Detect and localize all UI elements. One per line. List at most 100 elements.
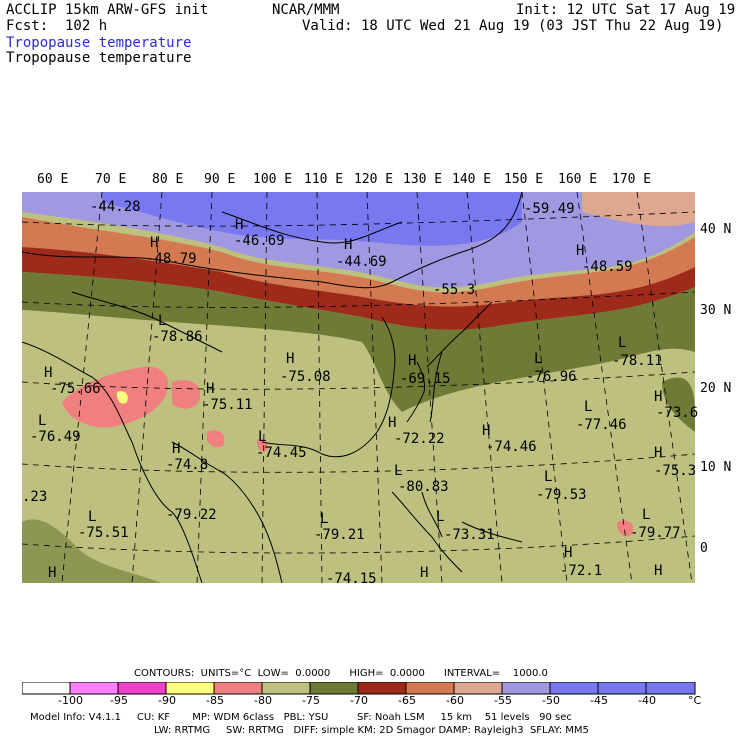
legend-label: -65 bbox=[398, 694, 416, 707]
map-label: L bbox=[436, 509, 445, 525]
lon-label: 80 E bbox=[152, 172, 184, 187]
legend-swatch bbox=[165, 682, 215, 695]
band-70-southwest bbox=[22, 519, 162, 583]
cold-patch-85 bbox=[116, 391, 128, 404]
map-label: L bbox=[544, 469, 553, 485]
map-label: L bbox=[394, 463, 403, 479]
map-label: -74.8 bbox=[166, 457, 209, 473]
legend-label: -75 bbox=[302, 694, 320, 707]
legend-label: -90 bbox=[158, 694, 176, 707]
map-label: H bbox=[344, 237, 353, 253]
map-label: H bbox=[654, 563, 663, 579]
map-label: H bbox=[482, 423, 491, 439]
model-title: ACCLIP 15km ARW-GFS init bbox=[6, 2, 209, 18]
lat-label: 20 N bbox=[700, 381, 732, 396]
map-label: -80.83 bbox=[398, 479, 449, 495]
legend-label: -50 bbox=[542, 694, 560, 707]
map-label: H bbox=[654, 445, 663, 461]
map-label: -48.79 bbox=[146, 251, 197, 267]
legend-label: -60 bbox=[446, 694, 464, 707]
map-label: H bbox=[564, 545, 573, 561]
map-label: H bbox=[150, 235, 159, 251]
legend-swatch bbox=[645, 682, 696, 695]
legend-label: -45 bbox=[590, 694, 608, 707]
valid-time: Valid: 18 UTC Wed 21 Aug 19 (03 JST Thu … bbox=[302, 18, 724, 34]
map-label: H bbox=[172, 441, 181, 457]
map-label: -75.51 bbox=[78, 525, 129, 541]
map-label: -75.66 bbox=[50, 381, 101, 397]
map-label: -79.22 bbox=[166, 507, 217, 523]
map-label: -55.3 bbox=[433, 282, 476, 298]
legend-label: -100 bbox=[58, 694, 83, 707]
map-label: H bbox=[576, 243, 585, 259]
legend-swatch bbox=[22, 682, 71, 695]
lat-label: 0 bbox=[700, 541, 708, 556]
map-label: H bbox=[388, 415, 397, 431]
legend-label: -40 bbox=[638, 694, 656, 707]
map-label: -73.6 bbox=[656, 405, 699, 421]
map-label: H bbox=[206, 381, 215, 397]
map-label: -73.31 bbox=[444, 527, 495, 543]
legend-swatch bbox=[597, 682, 647, 695]
contours-info: CONTOURS: UNITS=°C LOW= 0.0000 HIGH= 0.0… bbox=[134, 668, 548, 679]
legend-swatch bbox=[117, 682, 167, 695]
init-time: Init: 12 UTC Sat 17 Aug 19 bbox=[516, 2, 736, 18]
map-label: L bbox=[158, 313, 167, 329]
band-65 bbox=[22, 247, 695, 330]
map-label: .23 bbox=[22, 489, 48, 505]
lat-label: 10 N bbox=[700, 460, 732, 475]
lon-label: 140 E bbox=[452, 172, 492, 187]
map-label: L bbox=[258, 429, 267, 445]
legend-label: -80 bbox=[254, 694, 272, 707]
map-label: H bbox=[44, 365, 53, 381]
field-title-primary: Tropopause temperature bbox=[6, 35, 192, 51]
lon-label: 150 E bbox=[504, 172, 544, 187]
map-label: -74.45 bbox=[256, 445, 307, 461]
lat-label: 40 N bbox=[700, 222, 732, 237]
forecast-hour: Fcst: 102 h bbox=[6, 18, 108, 34]
map-label: -79.53 bbox=[536, 487, 587, 503]
legend-label: °C bbox=[688, 694, 702, 707]
legend-swatch bbox=[309, 682, 359, 695]
legend-label: -70 bbox=[350, 694, 368, 707]
map-label: -75.11 bbox=[202, 397, 253, 413]
map-label: -77.46 bbox=[576, 417, 627, 433]
lon-label: 110 E bbox=[304, 172, 344, 187]
map-label: -78.11 bbox=[612, 353, 663, 369]
map-label: -46.69 bbox=[234, 233, 285, 249]
map-label: -75.3 bbox=[654, 463, 697, 479]
legend-swatch bbox=[357, 682, 407, 695]
map-label: -44.69 bbox=[336, 254, 387, 270]
coastlines bbox=[22, 192, 523, 583]
map-label: L bbox=[320, 511, 329, 527]
map-label: -79.77 bbox=[630, 525, 681, 541]
map-label: -72.1 bbox=[560, 563, 603, 579]
legend-swatch bbox=[69, 682, 119, 695]
map-label: L bbox=[618, 335, 627, 351]
cold-patch-80 bbox=[207, 430, 225, 448]
model-info-line: Model Info: V4.1.1 CU: KF MP: WDM 6class… bbox=[30, 712, 572, 723]
map-label: L bbox=[38, 413, 47, 429]
legend-label: -95 bbox=[110, 694, 128, 707]
map-label: -59.49 bbox=[524, 201, 575, 217]
lon-label: 90 E bbox=[204, 172, 236, 187]
band-45 bbox=[102, 192, 522, 246]
org-label: NCAR/MMM bbox=[272, 2, 340, 18]
band-70-east bbox=[662, 377, 695, 432]
map-label: -74.15 bbox=[326, 571, 377, 587]
lon-label: 170 E bbox=[612, 172, 652, 187]
lat-label: 30 N bbox=[700, 303, 732, 318]
map-label: H bbox=[654, 389, 663, 405]
band-55 bbox=[582, 192, 695, 227]
map-label: L bbox=[534, 351, 543, 367]
cold-patch-80 bbox=[616, 520, 634, 537]
map-label: -75.08 bbox=[280, 369, 331, 385]
lon-label: 60 E bbox=[37, 172, 69, 187]
map-label: -44.28 bbox=[90, 199, 141, 215]
map-label: L bbox=[88, 509, 97, 525]
map-label: -74.46 bbox=[486, 439, 537, 455]
map-label: H bbox=[286, 351, 295, 367]
map-label: -79.21 bbox=[314, 527, 365, 543]
band-60 bbox=[22, 217, 695, 307]
lat-lon-grid bbox=[22, 192, 695, 583]
